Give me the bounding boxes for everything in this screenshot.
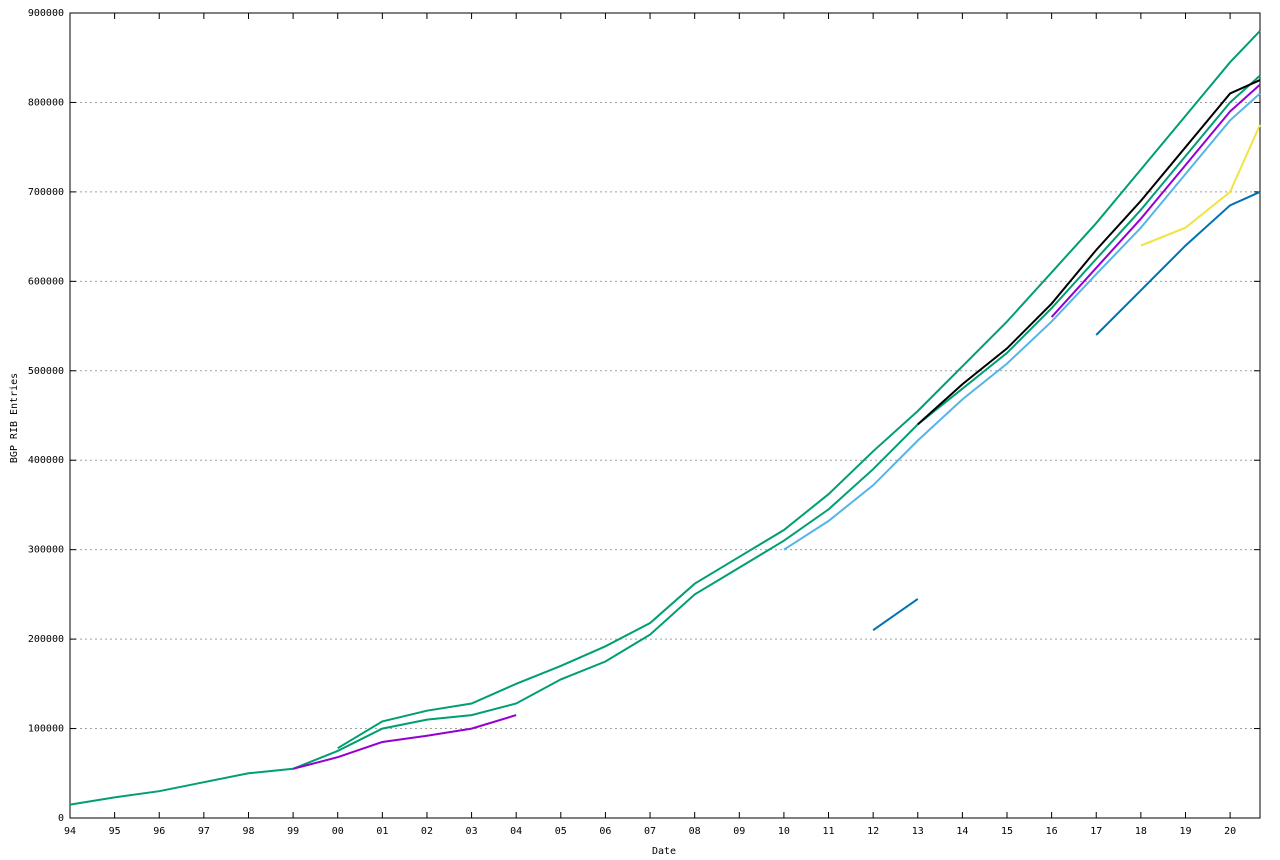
- x-axis-label: Date: [652, 846, 676, 857]
- y-tick-label: 400000: [28, 455, 64, 466]
- x-tick-label: 05: [555, 826, 567, 837]
- x-tick-label: 95: [109, 826, 121, 837]
- x-tick-label: 07: [644, 826, 656, 837]
- x-tick-label: 12: [867, 826, 879, 837]
- y-tick-label: 900000: [28, 8, 64, 19]
- series-line: [783, 92, 1261, 551]
- series-line: [872, 190, 1261, 632]
- x-tick-label: 17: [1090, 826, 1102, 837]
- y-axis-label: BGP RIB Entries: [9, 373, 20, 463]
- plot-border: [69, 12, 1261, 819]
- x-tick-label: 19: [1179, 826, 1191, 837]
- x-tick-label: 02: [421, 826, 433, 837]
- y-tick-label: 300000: [28, 545, 64, 556]
- y-tick-label: 700000: [28, 187, 64, 198]
- y-tick-label: 200000: [28, 634, 64, 645]
- x-tick-label: 09: [733, 826, 745, 837]
- x-tick-label: 98: [242, 826, 254, 837]
- y-tick-label: 100000: [28, 724, 64, 735]
- x-tick-label: 13: [912, 826, 924, 837]
- x-tick-label: 15: [1001, 826, 1013, 837]
- x-tick-label: 04: [510, 826, 522, 837]
- x-tick-label: 03: [466, 826, 478, 837]
- x-tick-label: 11: [823, 826, 835, 837]
- x-tick-label: 99: [287, 826, 299, 837]
- y-tick-label: 0: [58, 813, 64, 824]
- series-line: [69, 74, 1261, 806]
- x-tick-label: 96: [153, 826, 165, 837]
- y-tick-label: 500000: [28, 366, 64, 377]
- series-line: [1140, 124, 1261, 247]
- x-tick-label: 18: [1135, 826, 1147, 837]
- series-line: [917, 79, 1261, 426]
- x-tick-label: 94: [64, 826, 76, 837]
- y-tick-label: 600000: [28, 276, 64, 287]
- series-line: [292, 83, 1261, 770]
- y-tick-label: 800000: [28, 97, 64, 108]
- x-tick-label: 10: [778, 826, 790, 837]
- x-tick-label: 16: [1046, 826, 1058, 837]
- x-tick-label: 08: [689, 826, 701, 837]
- x-tick-label: 06: [599, 826, 611, 837]
- series-line: [337, 30, 1261, 750]
- x-tick-label: 97: [198, 826, 210, 837]
- x-tick-label: 01: [376, 826, 388, 837]
- x-tick-label: 00: [332, 826, 344, 837]
- x-tick-label: 14: [956, 826, 968, 837]
- x-tick-label: 20: [1224, 826, 1236, 837]
